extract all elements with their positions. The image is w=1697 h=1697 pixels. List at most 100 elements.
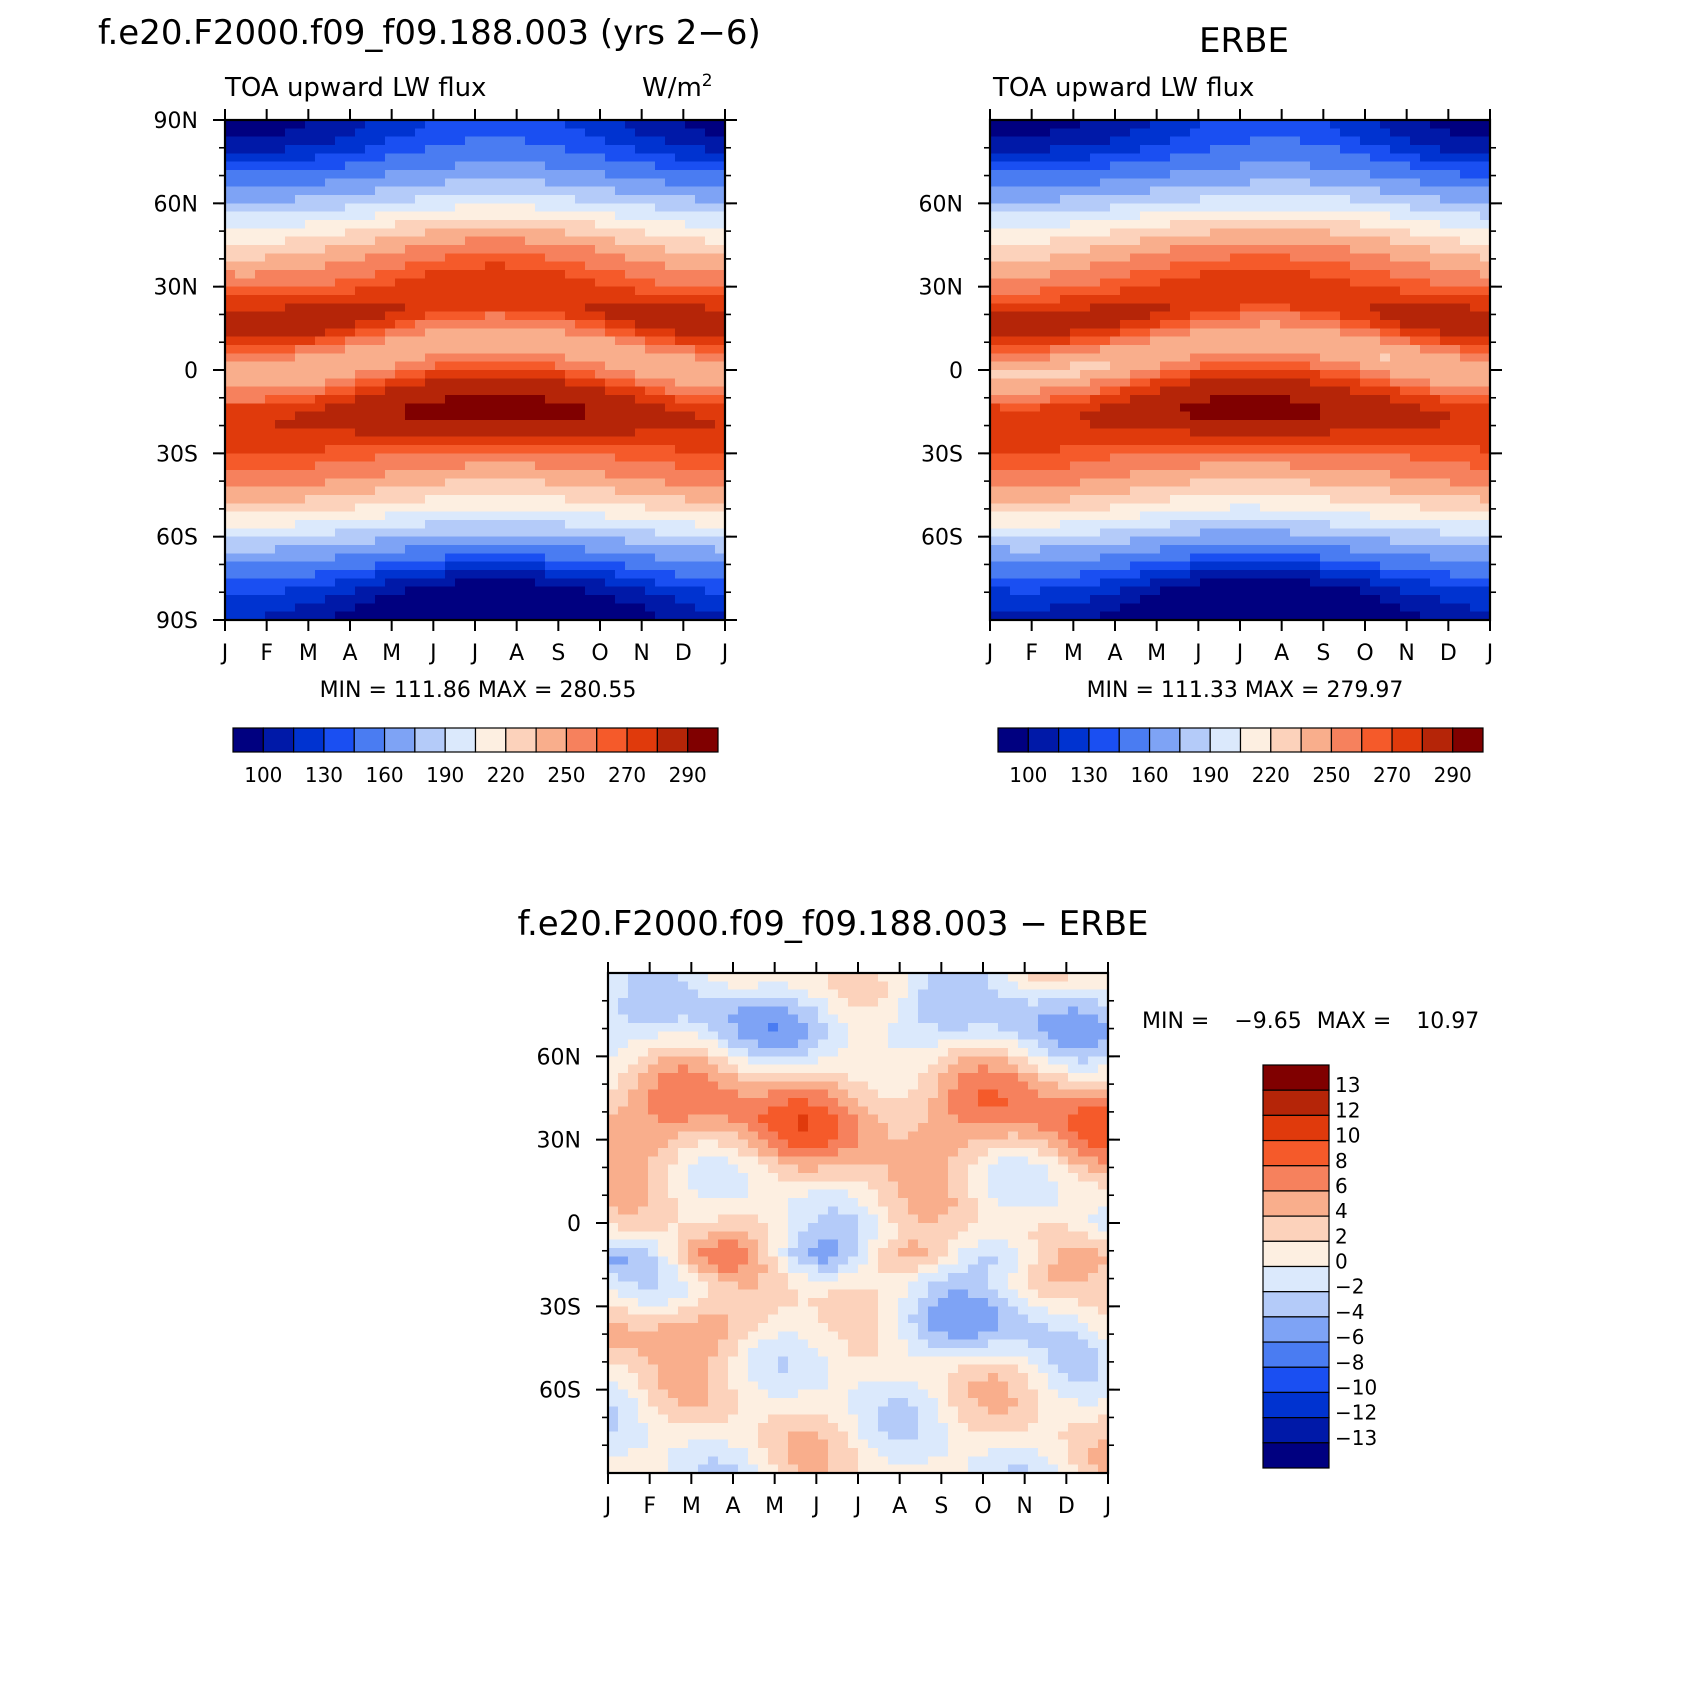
heatmap-cell	[395, 311, 406, 321]
heatmap-cell	[545, 370, 556, 379]
heatmap-cell	[425, 320, 436, 329]
heatmap-cell	[705, 611, 716, 621]
heatmap-cell	[1190, 411, 1201, 421]
heatmap-cell	[325, 461, 336, 471]
heatmap-cell	[295, 295, 306, 304]
heatmap-cell	[1430, 345, 1441, 354]
heatmap-cell	[635, 361, 646, 371]
heatmap-cell	[1370, 186, 1381, 196]
heatmap-cell	[1210, 236, 1221, 246]
heatmap-cell	[545, 578, 556, 588]
heatmap-cell	[1240, 161, 1251, 171]
heatmap-cell	[375, 478, 386, 488]
heatmap-cell	[555, 611, 566, 621]
heatmap-cell	[395, 195, 406, 204]
heatmap-cell	[1420, 161, 1431, 171]
heatmap-cell	[615, 378, 626, 388]
heatmap-cell	[1440, 311, 1451, 321]
heatmap-cell	[1190, 228, 1201, 238]
heatmap-cell	[265, 486, 276, 496]
heatmap-cell	[1340, 320, 1351, 329]
heatmap-cell	[525, 561, 536, 571]
heatmap-cell	[325, 195, 336, 204]
heatmap-cell	[345, 403, 356, 413]
heatmap-cell	[305, 470, 316, 479]
heatmap-cell	[485, 378, 496, 388]
heatmap-cell	[335, 253, 346, 263]
heatmap-cell	[515, 570, 526, 579]
heatmap-cell	[565, 245, 576, 254]
heatmap-cell	[1370, 253, 1381, 263]
heatmap-cell	[1100, 286, 1111, 296]
heatmap-cell	[505, 328, 516, 338]
heatmap-cell	[1230, 245, 1241, 254]
heatmap-cell	[1460, 378, 1471, 388]
heatmap-cell	[395, 378, 406, 388]
heatmap-cell	[495, 536, 506, 546]
heatmap-cell	[1170, 120, 1181, 129]
heatmap-cell	[445, 495, 456, 504]
heatmap-cell	[1430, 420, 1441, 429]
heatmap-cell	[615, 603, 626, 613]
heatmap-cell	[305, 586, 316, 596]
heatmap-cell	[1090, 261, 1101, 271]
heatmap-cell	[990, 236, 1001, 246]
heatmap-cell	[1100, 153, 1111, 163]
heatmap-cell	[495, 228, 506, 238]
heatmap-cell	[525, 570, 536, 579]
heatmap-cell	[405, 603, 416, 613]
heatmap-cell	[1100, 170, 1111, 179]
heatmap-cell	[225, 245, 236, 254]
heatmap-cell	[1430, 411, 1441, 421]
heatmap-cell	[505, 303, 516, 313]
heatmap-cell	[1480, 145, 1491, 154]
bottom-stats: MIN = −9.65 MAX = 10.97	[1142, 1009, 1479, 1034]
heatmap-cell	[1230, 186, 1241, 196]
heatmap-cell	[605, 478, 616, 488]
heatmap-cell	[375, 220, 386, 229]
heatmap-cell	[1160, 278, 1171, 288]
heatmap-cell	[1450, 228, 1461, 238]
heatmap-cell	[1060, 311, 1071, 321]
heatmap-cell	[1420, 245, 1431, 254]
heatmap-cell	[1050, 411, 1061, 421]
heatmap-cell	[1070, 286, 1081, 296]
heatmap-cell	[1380, 320, 1391, 329]
heatmap-cell	[445, 220, 456, 229]
heatmap-cell	[1290, 386, 1301, 396]
heatmap-cell	[405, 136, 416, 146]
heatmap-cell	[1380, 278, 1391, 288]
y-tick-label: 60S	[156, 526, 198, 551]
heatmap-cell	[425, 411, 436, 421]
heatmap-cell	[1290, 378, 1301, 388]
heatmap-cell	[1480, 178, 1491, 188]
heatmap-cell	[295, 370, 306, 379]
heatmap-cell	[1220, 361, 1231, 371]
heatmap-cell	[1020, 320, 1031, 329]
heatmap-cell	[365, 403, 376, 413]
heatmap-cell	[655, 478, 666, 488]
heatmap-cell	[1450, 353, 1461, 363]
heatmap-cell	[495, 261, 506, 271]
heatmap-cell	[265, 595, 276, 604]
heatmap-cell	[1470, 295, 1481, 304]
heatmap-cell	[415, 403, 426, 413]
heatmap-cell	[685, 561, 696, 571]
heatmap-cell	[665, 145, 676, 154]
heatmap-cell	[345, 353, 356, 363]
heatmap-cell	[385, 270, 396, 279]
heatmap-cell	[685, 586, 696, 596]
heatmap-cell	[675, 211, 686, 221]
heatmap-cell	[595, 561, 606, 571]
heatmap-cell	[1010, 195, 1021, 204]
heatmap-cell	[535, 278, 546, 288]
heatmap-cell	[555, 253, 566, 263]
heatmap-cell	[1370, 161, 1381, 171]
heatmap-cell	[255, 320, 266, 329]
heatmap-cell	[505, 220, 516, 229]
heatmap-cell	[665, 603, 676, 613]
heatmap-cell	[525, 403, 536, 413]
heatmap-cell	[615, 203, 626, 213]
heatmap-cell	[315, 236, 326, 246]
